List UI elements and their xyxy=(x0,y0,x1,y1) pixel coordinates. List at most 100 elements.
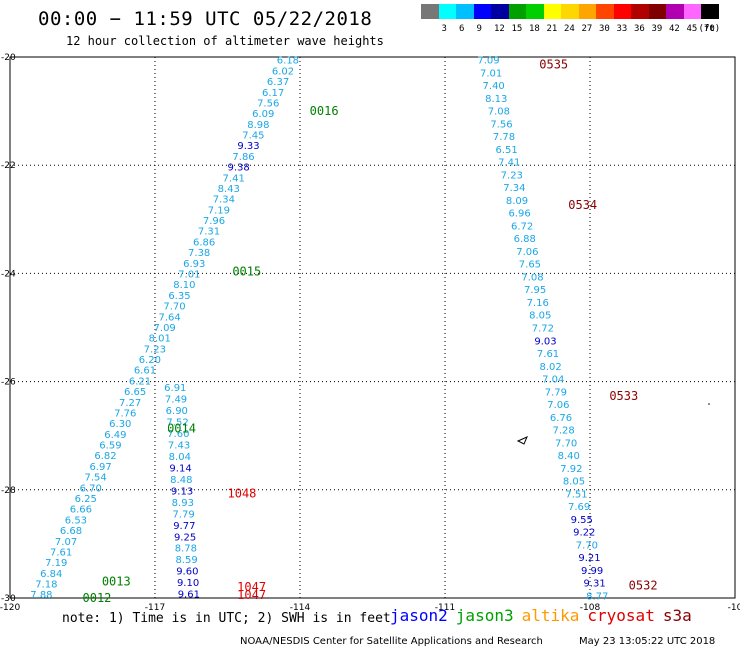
wave-height-label: 7.07 xyxy=(55,537,77,548)
pass-time-label: 0015 xyxy=(232,265,261,279)
legend-swatch xyxy=(561,4,579,19)
wave-height-label: 7.70 xyxy=(163,302,185,313)
wave-height-label: 9.31 xyxy=(584,579,606,590)
longitude-tick-label: -10 xyxy=(728,603,740,613)
wave-height-label: 6.20 xyxy=(139,355,161,366)
wave-height-label: 9.77 xyxy=(173,521,195,532)
wave-height-label: 6.61 xyxy=(134,366,156,377)
wave-height-label: 9.55 xyxy=(571,515,593,526)
latitude-tick-label: -24 xyxy=(1,269,16,279)
wave-height-label: 6.59 xyxy=(99,441,121,452)
wave-height-label: 6.86 xyxy=(193,237,215,248)
legend-swatch xyxy=(666,4,684,19)
wave-height-label: 7.79 xyxy=(172,509,194,520)
island-dot xyxy=(708,403,710,405)
wave-height-label: 6.51 xyxy=(495,145,517,156)
pass-time-label: 0535 xyxy=(539,57,568,71)
legend-label: 18 xyxy=(529,24,540,34)
wave-height-label: 7.49 xyxy=(165,394,187,405)
legend-swatch xyxy=(421,4,439,19)
legend-label: 36 xyxy=(634,24,645,34)
pass-time-label: 0013 xyxy=(102,575,131,589)
legend-label: 24 xyxy=(564,24,575,34)
wave-height-label: 9.33 xyxy=(237,141,259,152)
wave-height-label: 9.99 xyxy=(581,566,603,577)
legend-label: 9 xyxy=(476,24,482,34)
wave-height-label: 6.37 xyxy=(267,77,289,88)
wave-height-label: 6.53 xyxy=(65,515,87,526)
wave-height-label: 6.65 xyxy=(124,387,146,398)
legend-swatch xyxy=(438,4,456,19)
wave-height-label: 7.01 xyxy=(480,68,502,79)
wave-height-label: 9.25 xyxy=(174,532,196,543)
wave-height-label: 7.27 xyxy=(119,398,141,409)
wave-height-label: 7.19 xyxy=(208,205,230,216)
wave-height-label: 7.28 xyxy=(552,426,574,437)
wave-height-label: 7.96 xyxy=(203,216,225,227)
wave-height-label: 7.54 xyxy=(85,473,107,484)
pass-time-label: 0012 xyxy=(83,591,112,605)
wave-height-label: 6.02 xyxy=(272,66,294,77)
island-marker xyxy=(516,436,528,445)
pass-time-label: 1047 xyxy=(237,580,266,594)
legend-label: 27 xyxy=(581,24,593,34)
latitude-tick-label: -20 xyxy=(1,53,16,63)
longitude-tick-label: -117 xyxy=(145,603,165,613)
latitude-tick-label: -30 xyxy=(1,594,16,604)
wave-height-label: 7.60 xyxy=(167,429,189,440)
legend-label: 42 xyxy=(669,24,680,34)
wave-height-label: 9.03 xyxy=(534,336,556,347)
wave-height-label: 9.38 xyxy=(227,163,249,174)
wave-height-label: 7.45 xyxy=(242,131,264,142)
longitude-tick-label: -111 xyxy=(435,603,455,613)
legend-swatch xyxy=(456,4,474,19)
wave-height-label: 8.93 xyxy=(172,498,194,509)
wave-height-label: 8.13 xyxy=(485,94,507,105)
wave-height-label: 6.96 xyxy=(508,209,530,220)
wave-height-label: 8.09 xyxy=(506,196,528,207)
legend-label: 6 xyxy=(459,24,465,34)
wave-height-label: 6.72 xyxy=(511,221,533,232)
legend-label: 33 xyxy=(616,24,628,34)
wave-height-label: 7.70 xyxy=(555,438,577,449)
legend-swatch xyxy=(491,4,509,19)
wave-height-label: 7.31 xyxy=(198,227,220,238)
legend-swatch xyxy=(613,4,631,19)
wave-height-label: 8.78 xyxy=(175,544,197,555)
legend-swatch xyxy=(578,4,596,19)
wave-height-label: 9.22 xyxy=(573,528,595,539)
wave-height-label: 7.19 xyxy=(45,558,67,569)
satellite-name: cryosat xyxy=(587,606,655,625)
wave-height-label: 7.86 xyxy=(232,152,254,163)
wave-height-label: 6.82 xyxy=(94,451,116,462)
legend-swatch xyxy=(473,4,491,19)
pass-time-label: 0532 xyxy=(629,578,658,592)
wave-height-label: 6.97 xyxy=(89,462,111,473)
color-legend: 3 6 9 12 15 18 21 24 27 30 33 36 39 42 45 70 (ft) xyxy=(421,4,731,36)
wave-height-label: 7.43 xyxy=(168,440,190,451)
pass-time-label: 0014 xyxy=(167,422,196,436)
wave-height-label: 7.52 xyxy=(166,417,188,428)
wave-height-label: 6.30 xyxy=(109,419,131,430)
wave-height-label: 6.18 xyxy=(277,56,299,67)
wave-height-label: 7.34 xyxy=(503,183,525,194)
wave-height-label: 8.40 xyxy=(558,451,580,462)
wave-height-label: 6.17 xyxy=(262,88,284,99)
wave-height-label: 7.56 xyxy=(257,98,279,109)
legend-swatch xyxy=(596,4,614,19)
wave-height-label: 7.34 xyxy=(213,195,235,206)
pass-time-label: 0534 xyxy=(568,198,597,212)
legend-swatch xyxy=(631,4,649,19)
wave-height-label: 6.90 xyxy=(166,406,188,417)
wave-height-label: 6.25 xyxy=(75,494,97,505)
wave-height-label: 8.01 xyxy=(149,334,171,345)
map-frame xyxy=(9,56,736,599)
wave-height-label: 8.98 xyxy=(247,120,269,131)
wave-height-label: 7.76 xyxy=(114,408,136,419)
wave-height-label: 9.21 xyxy=(578,553,600,564)
wave-height-label: 6.84 xyxy=(40,569,62,580)
wave-height-label: 6.21 xyxy=(129,376,151,387)
wave-height-label: 7.88 xyxy=(30,590,52,601)
wave-height-label: 7.23 xyxy=(144,344,166,355)
wave-height-label: 8.05 xyxy=(529,311,551,322)
